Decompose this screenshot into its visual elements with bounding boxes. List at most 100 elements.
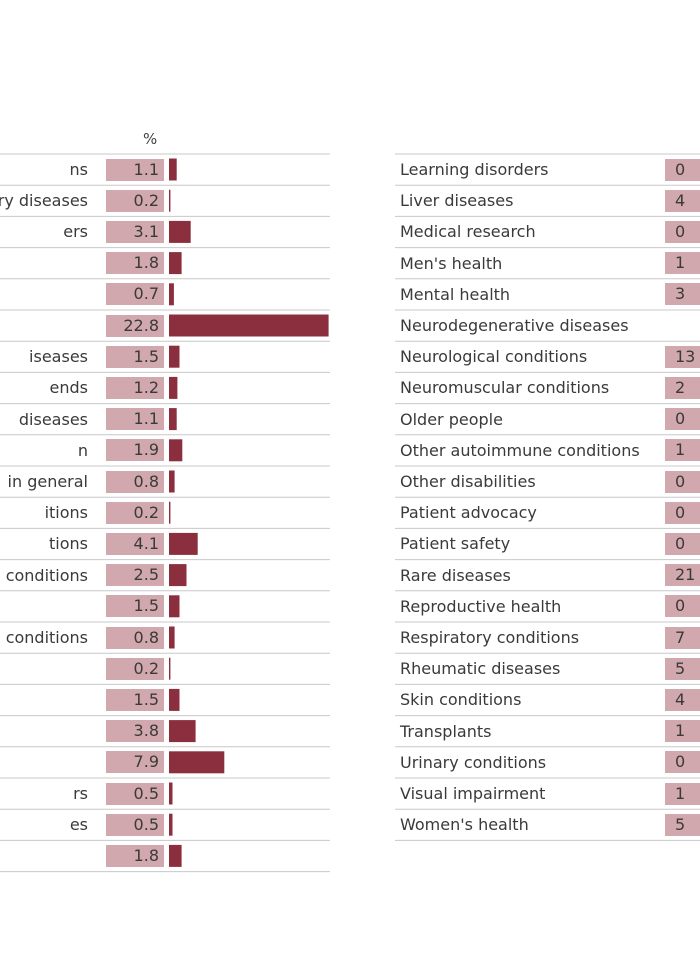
right-row-label: Liver diseases [400,191,514,211]
left-row-label: in general [7,472,88,491]
bar-2 [169,220,191,243]
left-row-label: n [77,440,88,460]
data-label: 0.2 [106,189,164,212]
bar-18 [169,720,196,743]
bar-3 [169,252,182,275]
data-label: 7.9 [106,751,164,774]
bar-20 [169,782,173,805]
right-data-label: 4 [665,189,700,212]
right-row-label: Learning disorders [400,160,549,179]
right-row-label: Visual impairment [400,784,546,803]
right-row-label: Neurological conditions [400,347,588,367]
left-row-label: tions [49,534,88,554]
right-data-label: 0 [665,408,700,431]
right-row-label: Patient advocacy [400,503,537,523]
right-data-label: 3 [665,283,700,306]
bar-21 [169,813,173,836]
data-label: 1.2 [106,376,164,399]
left-row-label: diseases [18,409,88,429]
right-data-label: 7 [665,626,700,649]
data-label: 3.1 [106,220,164,243]
right-data-label: 2 [665,376,700,399]
data-label: 1.9 [106,439,164,462]
bar-6 [169,345,180,368]
right-data-label: 1 [665,782,700,805]
left-row-label: ers [63,222,88,242]
left-row-label: conditions [5,565,88,585]
data-label: 1.5 [106,595,164,618]
bar-10 [169,470,175,493]
data-label: 0.8 [106,626,164,649]
right-row-label: Skin conditions [400,690,522,710]
right-row-label: Neuromuscular conditions [400,378,610,398]
data-label: 0.2 [106,657,164,680]
right-data-label: 1 [665,720,700,743]
data-label: 1.1 [106,408,164,431]
data-label: 3.8 [106,720,164,743]
data-label: 2.5 [106,564,164,587]
data-label: 1.5 [106,345,164,368]
left-row-label: rs [73,784,88,803]
right-row-label: Medical research [400,222,536,242]
left-row-label: iseases [29,347,88,367]
data-label: 1.8 [106,252,164,275]
right-row-label: Other autoimmune conditions [400,440,640,460]
bar-4 [169,283,174,306]
bar-15 [169,626,175,649]
right-row-label: Rheumatic diseases [400,659,561,679]
left-row-label: ns [69,160,88,179]
right-data-label: 0 [665,595,700,618]
right-row-label: Respiratory conditions [400,628,580,647]
right-data-label: 0 [665,532,700,555]
data-label: 0.2 [106,501,164,524]
bar-13 [169,564,187,587]
bar-22 [169,844,182,867]
bar-19 [169,751,225,774]
data-label: 0.5 [106,782,164,805]
right-row-label: Older people [400,409,503,429]
right-data-label: 5 [665,813,700,836]
bar-8 [169,408,177,431]
data-label: 1.1 [106,158,164,181]
data-label: 1.8 [106,844,164,867]
data-label: 22.8 [106,314,164,337]
bar-9 [169,439,183,462]
data-label: 0.7 [106,283,164,306]
right-row-label: Urinary conditions [400,752,547,772]
right-row-label: Transplants [400,721,492,741]
bar-7 [169,376,178,399]
bar-17 [169,688,180,711]
data-label: 1.5 [106,688,164,711]
bar-12 [169,532,198,555]
right-data-label: 0 [665,470,700,493]
right-row-label: Women's health [400,815,529,835]
data-label: 0.8 [106,470,164,493]
right-row-label: Men's health [400,253,503,273]
data-label: 0.5 [106,813,164,836]
right-data-label: 5 [665,657,700,680]
left-row-label: conditions [5,628,88,647]
right-data-label: 0 [665,220,700,243]
left-row-label: itions [44,503,88,523]
bar-0 [169,158,177,181]
bar-11 [169,501,171,524]
left-row-label: ends [49,378,88,398]
bar-16 [169,657,171,680]
data-label: 4.1 [106,532,164,555]
percent-column-header: % [143,130,158,148]
right-row-label: Other disabilities [400,472,536,491]
bar-1 [169,189,171,212]
bar-14 [169,595,180,618]
right-data-label: 1 [665,252,700,275]
right-row-label: Mental health [400,284,511,304]
right-row-label: Neurodegenerative diseases [400,316,629,335]
right-data-label: 13 [665,345,700,368]
right-data-label: 21 [665,564,700,587]
right-data-label: 0 [665,501,700,524]
right-data-label: 0 [665,158,700,181]
right-row-label: Patient safety [400,534,511,554]
left-row-label: ry diseases [0,191,88,211]
right-row-label: Rare diseases [400,565,511,585]
left-row-label: es [69,815,88,835]
